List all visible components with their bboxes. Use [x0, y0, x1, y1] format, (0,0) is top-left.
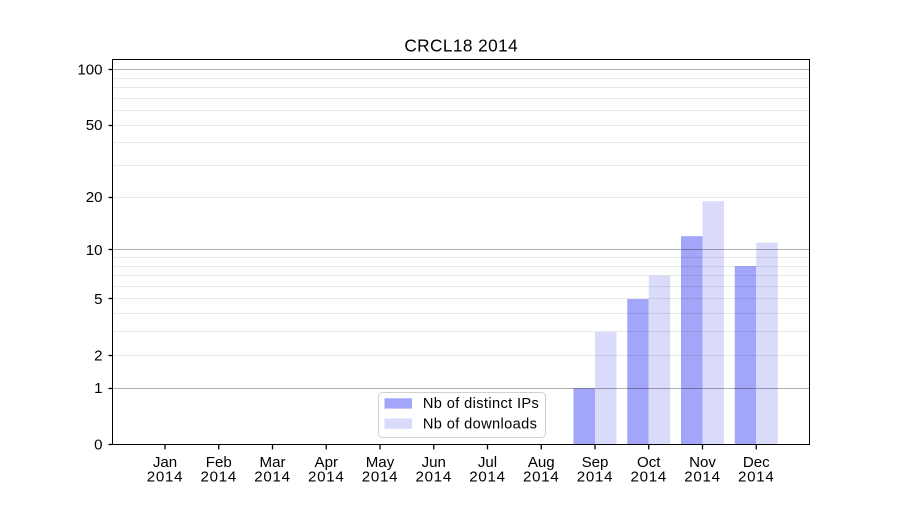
svg-text:2014: 2014	[523, 469, 560, 486]
svg-text:Nb of distinct IPs: Nb of distinct IPs	[423, 396, 539, 412]
svg-text:Nov: Nov	[689, 454, 716, 471]
svg-text:0: 0	[94, 437, 102, 454]
svg-text:May: May	[366, 454, 395, 471]
svg-text:Mar: Mar	[260, 454, 286, 471]
svg-text:2014: 2014	[684, 469, 721, 486]
svg-text:Oct: Oct	[637, 454, 661, 471]
svg-text:100: 100	[77, 62, 102, 79]
svg-text:2014: 2014	[469, 469, 506, 486]
svg-text:Jun: Jun	[422, 454, 446, 471]
svg-text:20: 20	[86, 189, 103, 206]
svg-text:Jan: Jan	[153, 454, 177, 471]
svg-text:2014: 2014	[308, 469, 345, 486]
svg-text:2014: 2014	[254, 469, 291, 486]
svg-text:2014: 2014	[147, 469, 184, 486]
svg-text:2014: 2014	[577, 469, 614, 486]
svg-text:2014: 2014	[415, 469, 452, 486]
svg-text:2: 2	[94, 347, 102, 364]
svg-text:2014: 2014	[630, 469, 667, 486]
svg-text:Feb: Feb	[206, 454, 232, 471]
svg-text:2014: 2014	[738, 469, 775, 486]
svg-text:Dec: Dec	[743, 454, 770, 471]
svg-text:CRCL18 2014: CRCL18 2014	[404, 36, 518, 56]
svg-text:Sep: Sep	[582, 454, 609, 471]
svg-text:2014: 2014	[362, 469, 399, 486]
svg-text:2014: 2014	[200, 469, 237, 486]
svg-text:Apr: Apr	[315, 454, 339, 471]
svg-text:Nb of downloads: Nb of downloads	[423, 416, 537, 432]
svg-text:10: 10	[86, 242, 103, 259]
svg-text:Jul: Jul	[478, 454, 497, 471]
svg-text:Aug: Aug	[528, 454, 555, 471]
svg-text:5: 5	[94, 291, 102, 308]
svg-text:50: 50	[86, 117, 103, 134]
svg-text:1: 1	[94, 380, 102, 397]
